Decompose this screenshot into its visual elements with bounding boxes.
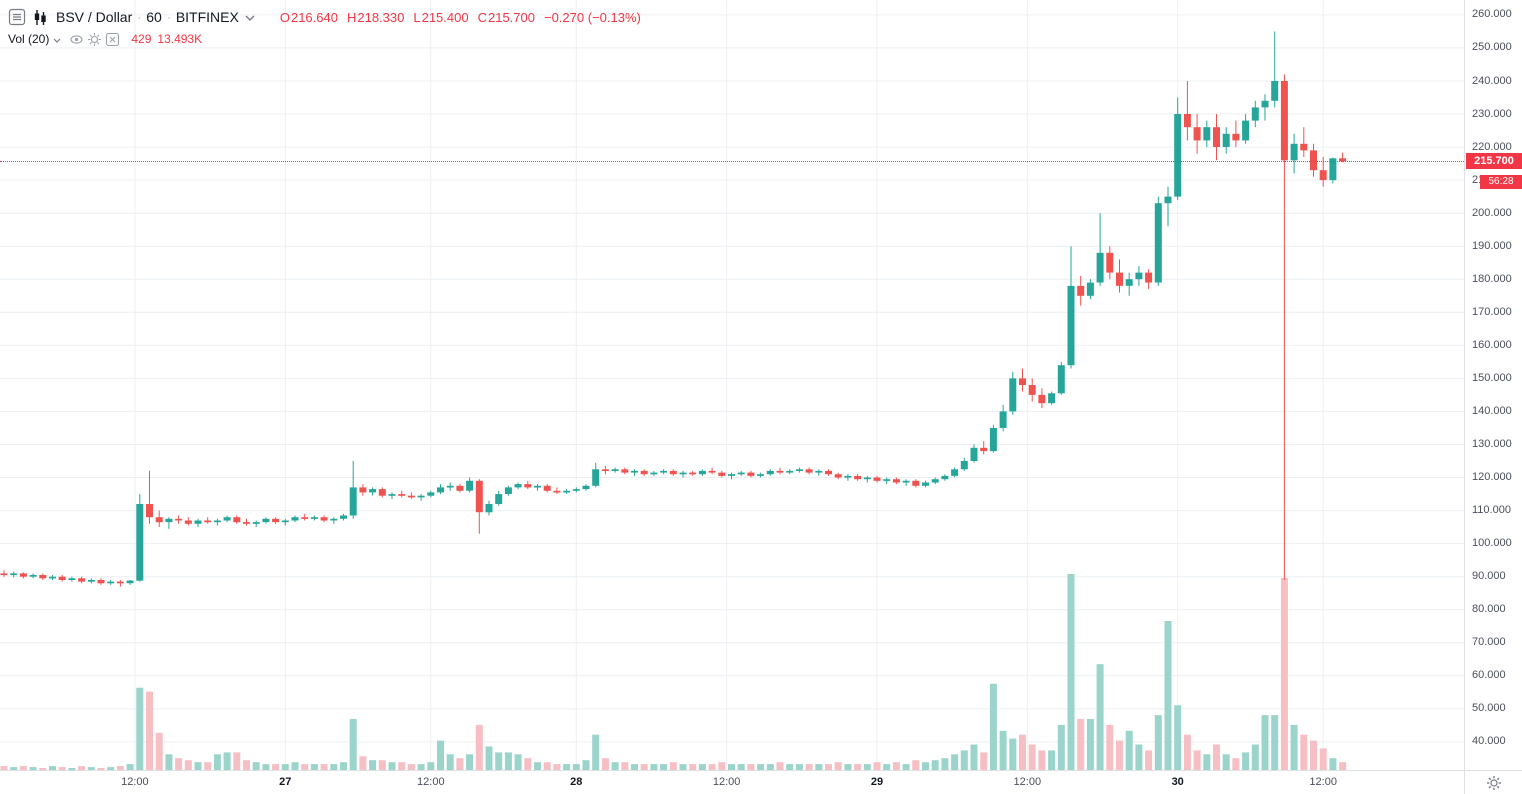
chevron-down-icon[interactable]	[53, 38, 61, 43]
last-price-line	[0, 161, 1464, 163]
volume-ma-value: 13.493K	[157, 32, 203, 46]
price-axis-label: 260.000	[1472, 8, 1512, 21]
ohlc-readout: O 216.640 H 218.330 L 215.400 C 215.700 −0.2…	[271, 10, 641, 25]
settings-icon[interactable]	[87, 32, 102, 47]
grid-layer	[0, 0, 1464, 770]
close-icon[interactable]	[105, 32, 120, 47]
price-axis-label: 60.000	[1472, 669, 1506, 682]
time-axis-label: 12:00	[121, 776, 149, 788]
change-value: −0.270 (−0.13%)	[543, 9, 641, 25]
price-axis-label: 100.000	[1472, 537, 1512, 550]
price-axis-label: 140.000	[1472, 404, 1512, 417]
price-axis-label: 120.000	[1472, 471, 1512, 483]
last-price-tag: 215.700	[1466, 153, 1522, 170]
low-value: 215.400	[421, 9, 469, 25]
bar-countdown: 56:28	[1480, 175, 1522, 190]
close-label: C	[477, 9, 487, 25]
price-axis-label: 40.000	[1472, 735, 1506, 748]
price-axis-label: 200.000	[1472, 206, 1512, 219]
time-axis-label: 27	[279, 776, 292, 788]
price-axis-label: 130.000	[1472, 438, 1512, 450]
indicator-actions	[69, 32, 123, 47]
chevron-down-icon[interactable]	[245, 15, 255, 21]
time-axis-label: 12:00	[417, 776, 445, 788]
close-value: 215.700	[487, 9, 535, 25]
eye-icon[interactable]	[69, 32, 84, 47]
price-axis-label: 250.000	[1472, 41, 1512, 54]
open-label: O	[279, 9, 290, 25]
price-axis-label: 220.000	[1472, 140, 1512, 153]
price-axis-label: 80.000	[1472, 603, 1506, 616]
interval-label[interactable]: 60	[146, 9, 162, 25]
gear-icon[interactable]	[1486, 775, 1502, 791]
time-axis[interactable]: 12:00 27 12:00 28 12:00 29 12:00 30 12:00	[0, 770, 1464, 794]
price-axis[interactable]: 215.700 56:28 260.000 250.000 240.000 230.0…	[1464, 0, 1522, 770]
time-axis-label: 29	[870, 776, 884, 788]
time-axis-label: 12:00	[1309, 776, 1337, 788]
time-axis-label: 12:00	[1013, 776, 1042, 788]
price-axis-label: 110.000	[1472, 504, 1511, 517]
axis-settings-corner	[1464, 770, 1522, 794]
time-axis-label: 30	[1171, 776, 1184, 788]
chart-type-candles-icon[interactable]	[32, 9, 48, 26]
price-axis-label: 180.000	[1472, 272, 1512, 285]
high-label: H	[346, 9, 357, 25]
menu-icon[interactable]	[8, 8, 26, 26]
candlestick-canvas	[0, 0, 1464, 770]
price-axis-label: 160.000	[1472, 338, 1512, 351]
price-axis-label: 90.000	[1472, 570, 1506, 583]
candles-layer	[0, 31, 1347, 587]
time-axis-label: 28	[570, 776, 583, 788]
time-axis-label: 12:00	[712, 776, 741, 788]
price-axis-label: 190.000	[1472, 239, 1512, 252]
price-axis-label: 70.000	[1472, 636, 1506, 649]
price-axis-label: 230.000	[1472, 107, 1512, 120]
volume-layer	[0, 574, 1347, 770]
price-axis-label: 150.000	[1472, 371, 1512, 384]
price-axis-label: 50.000	[1472, 702, 1506, 715]
price-axis-label: 240.000	[1472, 74, 1512, 87]
symbol-name[interactable]: BSV / Dollar	[56, 9, 133, 25]
exchange-label[interactable]: BITFINEX	[175, 9, 239, 25]
indicator-row: Vol (20) 429 13.493K	[8, 29, 641, 49]
volume-indicator-label[interactable]: Vol (20)	[8, 32, 50, 46]
separator-dot: ·	[137, 10, 142, 24]
price-axis-label: 170.000	[1472, 305, 1512, 318]
separator-dot: ·	[166, 10, 171, 24]
volume-value: 429	[131, 32, 152, 46]
open-value: 216.640	[290, 9, 338, 25]
low-label: L	[413, 9, 421, 25]
high-value: 218.330	[357, 9, 405, 25]
